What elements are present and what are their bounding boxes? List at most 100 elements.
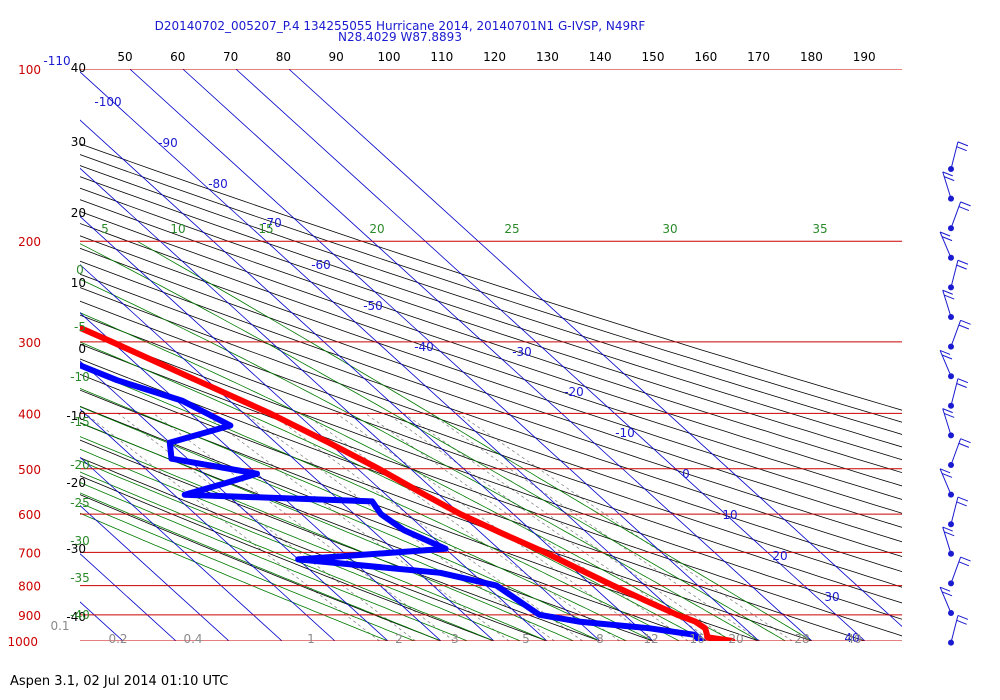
wind-barb [948, 201, 971, 232]
isotherm-label: 30 [824, 590, 839, 604]
dry-adiabat [80, 223, 902, 500]
top-temperature-tick: 160 [694, 50, 717, 64]
wind-barb-flag [956, 264, 967, 270]
dry-adiabat [80, 165, 902, 435]
isotherm [288, 69, 902, 627]
isotherm [80, 456, 283, 641]
top-temperature-tick: 120 [483, 50, 506, 64]
wind-barb-flag [958, 442, 970, 448]
dry-adiabat [80, 343, 902, 637]
wind-barb [948, 319, 971, 350]
wind-barb [948, 615, 969, 646]
wind-barb-flag [941, 591, 953, 597]
wind-barb-flag [942, 408, 953, 414]
wind-barb-staff [939, 587, 952, 614]
top-temperature-tick: 50 [117, 50, 132, 64]
wind-barb-staff [942, 526, 952, 554]
isotherm [80, 264, 495, 641]
mixing-ratio-label: 28 [794, 632, 809, 646]
isotherm [129, 69, 760, 641]
top-temperature-tick: 90 [329, 50, 344, 64]
pressure-label: 100 [18, 63, 41, 77]
moist-adiabat-left-label: -5 [74, 320, 86, 334]
wind-barb-flag [944, 531, 955, 537]
top-temperature-tick: 150 [642, 50, 665, 64]
mixing-ratio-label: 8 [596, 632, 604, 646]
top-temperature-tick: 190 [853, 50, 876, 64]
pressure-label: 400 [18, 407, 41, 421]
dry-adiabat [80, 199, 902, 474]
isotherm-label: -70 [262, 216, 282, 230]
wind-barb-flag [944, 176, 955, 182]
wind-barb-flag [958, 206, 970, 212]
dry-adiabat [80, 260, 902, 543]
wind-barb [948, 141, 969, 172]
wind-barb-flag [941, 354, 953, 360]
height-label: 0 [78, 342, 86, 356]
moist-adiabat-label: 30 [662, 222, 677, 236]
wind-barb-staff [950, 260, 959, 288]
isotherm [80, 408, 336, 641]
isotherm-label: -110 [43, 54, 70, 68]
wind-barb [939, 231, 954, 261]
wind-barb-flag [942, 171, 953, 177]
software-footer: Aspen 3.1, 02 Jul 2014 01:10 UTC [10, 674, 229, 689]
dry-adiabat [80, 439, 601, 641]
moist-adiabat-left-label: -20 [70, 458, 90, 472]
mixing-ratio-line [269, 413, 583, 641]
wind-barb [942, 408, 955, 439]
isotherm-label: 20 [772, 549, 787, 563]
top-temperature-tick: 130 [536, 50, 559, 64]
wind-barb-flag [957, 615, 969, 620]
wind-barb-flag [960, 438, 971, 444]
wind-barb-flag [956, 501, 967, 507]
moist-adiabat-label: 10 [170, 222, 185, 236]
mixing-ratio-label: 5 [522, 632, 530, 646]
height-label: -30 [66, 542, 86, 556]
dry-adiabat [80, 373, 813, 641]
wind-barb-flag [944, 412, 955, 418]
top-temperature-tick: 140 [589, 50, 612, 64]
pressure-label: 200 [18, 235, 41, 249]
isotherm-label: -80 [208, 177, 228, 191]
wind-barb-staff [950, 320, 962, 347]
wind-barb [939, 468, 954, 498]
dry-adiabat [80, 358, 866, 641]
wind-barb-staff [950, 615, 959, 643]
dry-adiabat [80, 235, 902, 514]
wind-barb-staff [950, 141, 959, 170]
dry-adiabat [80, 405, 707, 641]
isotherm [80, 119, 654, 641]
mixing-ratio-label: 1 [307, 632, 315, 646]
moist-adiabat-label: 25 [504, 222, 519, 236]
wind-barb [939, 349, 954, 380]
moist-adiabat-left-label: -35 [70, 571, 90, 585]
moist-adiabat-label: 20 [369, 222, 384, 236]
wind-barb-staff [950, 378, 959, 406]
wind-barb [948, 556, 971, 587]
dry-adiabat [80, 154, 902, 423]
height-label: -40 [66, 610, 86, 624]
pressure-label: 1000 [7, 635, 38, 649]
height-label: -20 [66, 476, 86, 490]
isotherm [0, 69, 17, 641]
isotherm-label: -100 [94, 95, 121, 109]
wind-barb [942, 171, 955, 202]
wind-barb-flag [957, 496, 969, 502]
moist-adiabat-label: 35 [812, 222, 827, 236]
isotherm-label: -10 [615, 426, 635, 440]
wind-barb-flag [956, 146, 967, 152]
isotherm-label: -60 [311, 258, 331, 272]
wind-barb-flag [939, 586, 951, 592]
moist-adiabat-left-label: -40 [70, 608, 90, 622]
top-temperature-tick: 110 [430, 50, 453, 64]
wind-barb [948, 438, 971, 468]
wind-barb [942, 289, 955, 320]
temperature-trace [80, 324, 736, 641]
dry-adiabat [80, 143, 902, 411]
moist-adiabat-left-label: 0 [76, 263, 84, 277]
isotherm-label: -40 [414, 340, 434, 354]
height-label: 20 [71, 206, 86, 220]
moist-adiabat-left-label: -15 [70, 415, 90, 429]
moist-adiabat [80, 406, 627, 641]
